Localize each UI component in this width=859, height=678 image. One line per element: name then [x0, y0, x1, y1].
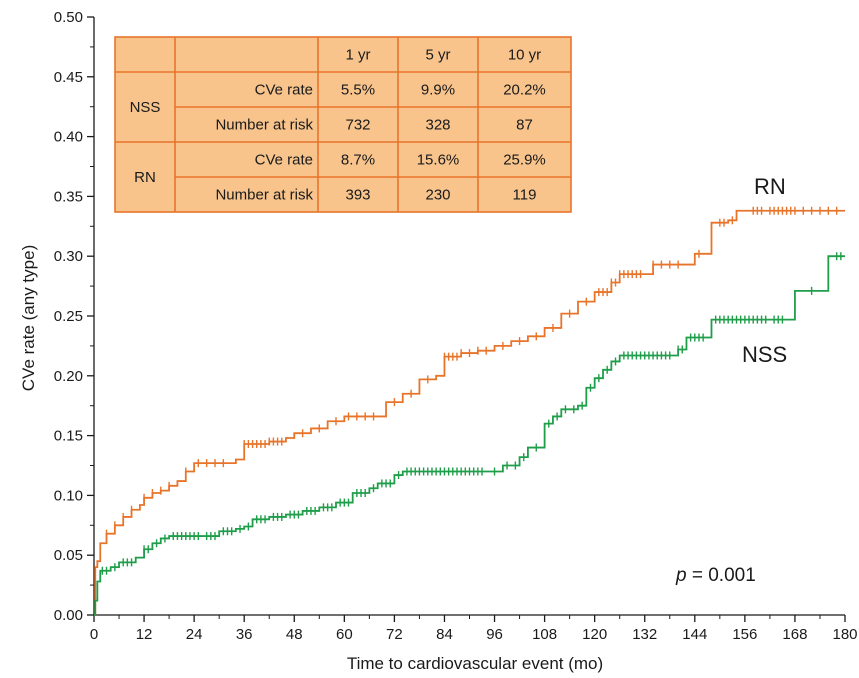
table-value-cell: 87: [516, 117, 533, 134]
table-value-cell: 732: [345, 117, 370, 134]
table-header-cell: 10 yr: [508, 47, 541, 64]
x-tick-label: 48: [286, 626, 303, 643]
y-tick-label: 0.00: [54, 607, 83, 624]
x-tick-label: 132: [632, 626, 657, 643]
table-metric-label: CVe rate: [255, 82, 313, 99]
x-tick-label: 120: [582, 626, 607, 643]
series-line-rn: [94, 209, 845, 616]
y-tick-label: 0.50: [54, 9, 83, 26]
y-axis-title: CVe rate (any type): [19, 245, 38, 391]
y-tick-label: 0.35: [54, 188, 83, 205]
table-background: [114, 36, 572, 213]
x-tick-label: 108: [532, 626, 557, 643]
x-tick-label: 0: [90, 626, 98, 643]
summary-table: 1 yr 5 yr 10 yr NSS CVe rate 5.5% 9.9% 20.2% Num…: [114, 36, 572, 213]
x-tick-label: 36: [236, 626, 253, 643]
x-tick-label: 12: [136, 626, 153, 643]
y-tick-label: 0.40: [54, 129, 83, 146]
x-tick-label: 84: [436, 626, 453, 643]
x-tick-label: 144: [682, 626, 707, 643]
table-value-cell: 20.2%: [503, 82, 546, 99]
series-label-rn: RN: [754, 174, 786, 199]
p-value: = 0.001: [687, 565, 756, 586]
x-tick-label: 72: [386, 626, 403, 643]
axes: 0.00 0.05 0.10 0.15 0.20 0.25 0.30 0.35 0.40 0.45…: [54, 9, 858, 643]
x-tick-label: 96: [486, 626, 503, 643]
table-value-cell: 119: [513, 187, 537, 204]
y-tick-label: 0.15: [54, 428, 83, 445]
table-value-cell: 25.9%: [503, 152, 546, 169]
y-tick-label: 0.05: [54, 547, 83, 564]
y-tick-label: 0.45: [54, 69, 83, 86]
x-tick-label: 180: [832, 626, 857, 643]
table-value-cell: 5.5%: [341, 82, 375, 99]
table-value-cell: 328: [425, 117, 450, 134]
table-metric-label: Number at risk: [215, 187, 313, 204]
y-tick-label: 0.10: [54, 487, 83, 504]
table-value-cell: 15.6%: [417, 152, 460, 169]
x-tick-label: 60: [336, 626, 353, 643]
p-value-annotation: p = 0.001: [675, 565, 756, 586]
x-tick-label: 168: [782, 626, 807, 643]
table-group-label: RN: [134, 169, 156, 186]
y-tick-label: 0.25: [54, 308, 83, 325]
table-metric-label: CVe rate: [255, 152, 313, 169]
table-header-cell: 1 yr: [345, 47, 370, 64]
x-tick-label: 24: [186, 626, 203, 643]
series-layer: [94, 206, 845, 616]
table-header-cell: 5 yr: [425, 47, 450, 64]
series-label-nss: NSS: [742, 342, 787, 367]
table-group-label: NSS: [130, 99, 161, 116]
y-tick-label: 0.20: [54, 368, 83, 385]
table-metric-label: Number at risk: [215, 117, 313, 134]
table-value-cell: 393: [345, 187, 370, 204]
x-axis-title: Time to cardiovascular event (mo): [347, 654, 603, 673]
series-line-nss: [94, 255, 845, 616]
x-tick-label: 156: [732, 626, 757, 643]
table-value-cell: 9.9%: [421, 82, 455, 99]
table-value-cell: 230: [425, 187, 450, 204]
y-tick-label: 0.30: [54, 248, 83, 265]
p-symbol: p: [675, 565, 687, 586]
table-value-cell: 8.7%: [341, 152, 375, 169]
